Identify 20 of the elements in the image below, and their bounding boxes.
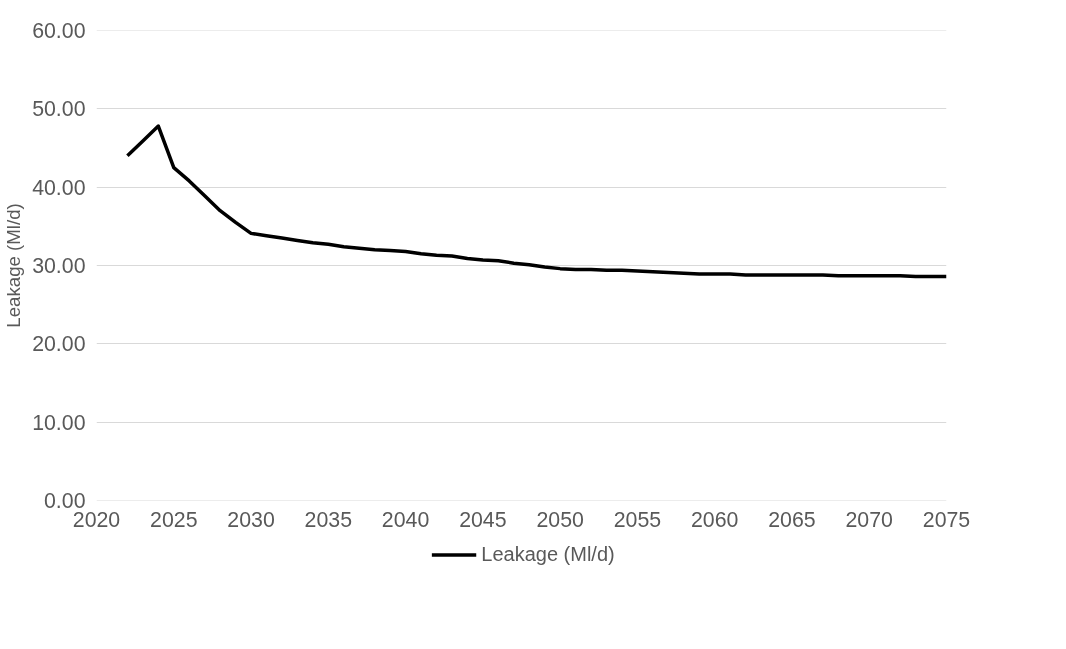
x-tick-label: 2045 <box>459 507 507 532</box>
x-tick-label: 2050 <box>536 507 584 532</box>
y-tick-label: 40.00 <box>32 175 86 200</box>
y-tick-label: 50.00 <box>32 97 86 122</box>
y-tick-label: 10.00 <box>32 410 86 435</box>
x-tick-label: 2060 <box>690 507 739 532</box>
y-tick-label: 20.00 <box>32 332 86 357</box>
x-tick-label: 2030 <box>227 507 275 532</box>
x-tick-label: 2070 <box>845 507 894 532</box>
y-tick-label: 60.00 <box>32 19 86 43</box>
legend-label: Leakage (Ml/d) <box>481 542 615 566</box>
x-tick-label: 2040 <box>381 507 430 532</box>
x-tick-label: 2035 <box>304 507 353 532</box>
x-tick-label: 2055 <box>613 507 662 532</box>
y-tick-label: 30.00 <box>32 254 86 278</box>
y-axis-title: Leakage (Ml/d) <box>3 203 25 328</box>
line-series <box>125 124 947 279</box>
x-tick-label: 2025 <box>150 507 198 532</box>
x-tick-label: 2075 <box>922 507 971 532</box>
x-tick-label: 2065 <box>768 507 816 532</box>
